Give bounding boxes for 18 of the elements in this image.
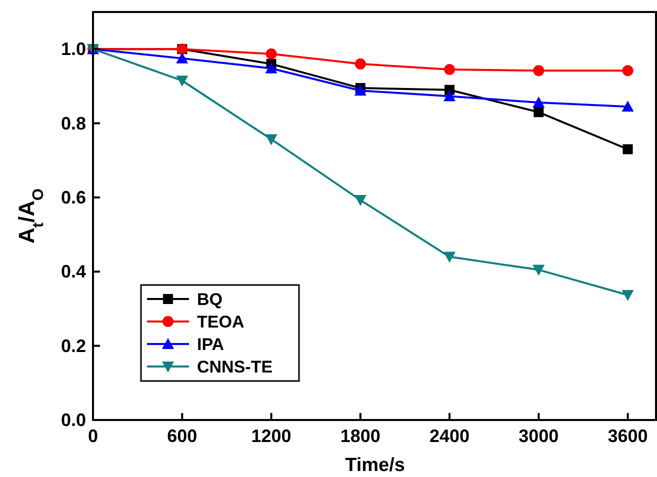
y-tick-label: 0.8 xyxy=(60,113,86,134)
x-tick-label: 1800 xyxy=(340,426,380,446)
legend-label: BQ xyxy=(197,290,222,309)
x-tick-label: 0 xyxy=(88,426,98,446)
y-tick-label: 0.2 xyxy=(60,336,86,356)
x-tick-label: 2400 xyxy=(429,426,470,446)
x-tick-label: 3000 xyxy=(518,426,559,446)
y-tick-label: 0.0 xyxy=(60,410,86,430)
legend-label: TEOA xyxy=(197,312,244,332)
legend-label: IPA xyxy=(197,335,224,354)
x-tick-label: 1200 xyxy=(251,426,292,446)
x-tick-label: 600 xyxy=(167,426,198,446)
y-tick-label: 0.4 xyxy=(60,262,86,282)
x-tick-label: 3600 xyxy=(608,426,648,446)
x-axis-title: Time/s xyxy=(345,455,405,476)
legend-label: CNNS-TE xyxy=(197,358,273,376)
y-tick-label: 0.6 xyxy=(60,187,86,208)
y-tick-label: 1.0 xyxy=(60,39,86,60)
